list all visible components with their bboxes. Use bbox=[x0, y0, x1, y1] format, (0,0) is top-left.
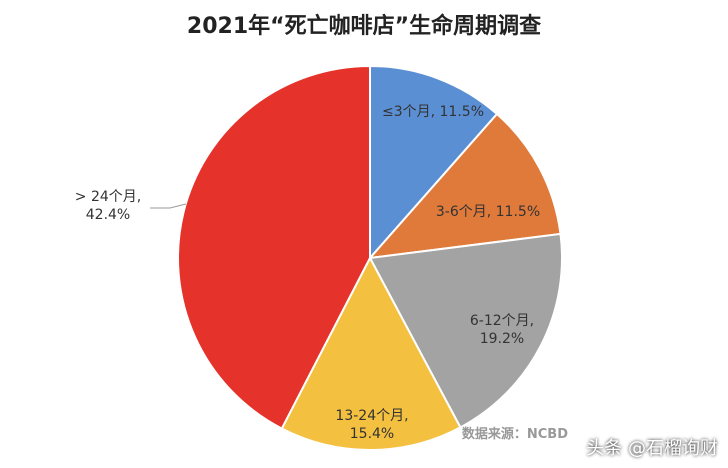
data-label: ≤3个月, 11.5% bbox=[381, 104, 484, 120]
chart-title: 2021年“死亡咖啡店”生命周期调查 bbox=[186, 14, 542, 39]
data-label: 3-6个月, 11.5% bbox=[435, 204, 541, 220]
data-label: 6-12个月, 19.2% bbox=[469, 313, 535, 347]
pie-slice bbox=[369, 64, 499, 261]
source-note: 数据来源：NCBD bbox=[461, 427, 568, 442]
watermark: 头条 @石榴询财 bbox=[586, 438, 718, 459]
pie-slice bbox=[177, 64, 371, 430]
pie-slice bbox=[367, 112, 562, 260]
leader-line bbox=[150, 203, 187, 209]
data-label: > 24个月, 42.4% bbox=[74, 189, 142, 223]
data-label: 13-24个月, 15.4% bbox=[335, 408, 409, 442]
pie-slice bbox=[368, 232, 563, 429]
pie-slice bbox=[280, 255, 462, 451]
